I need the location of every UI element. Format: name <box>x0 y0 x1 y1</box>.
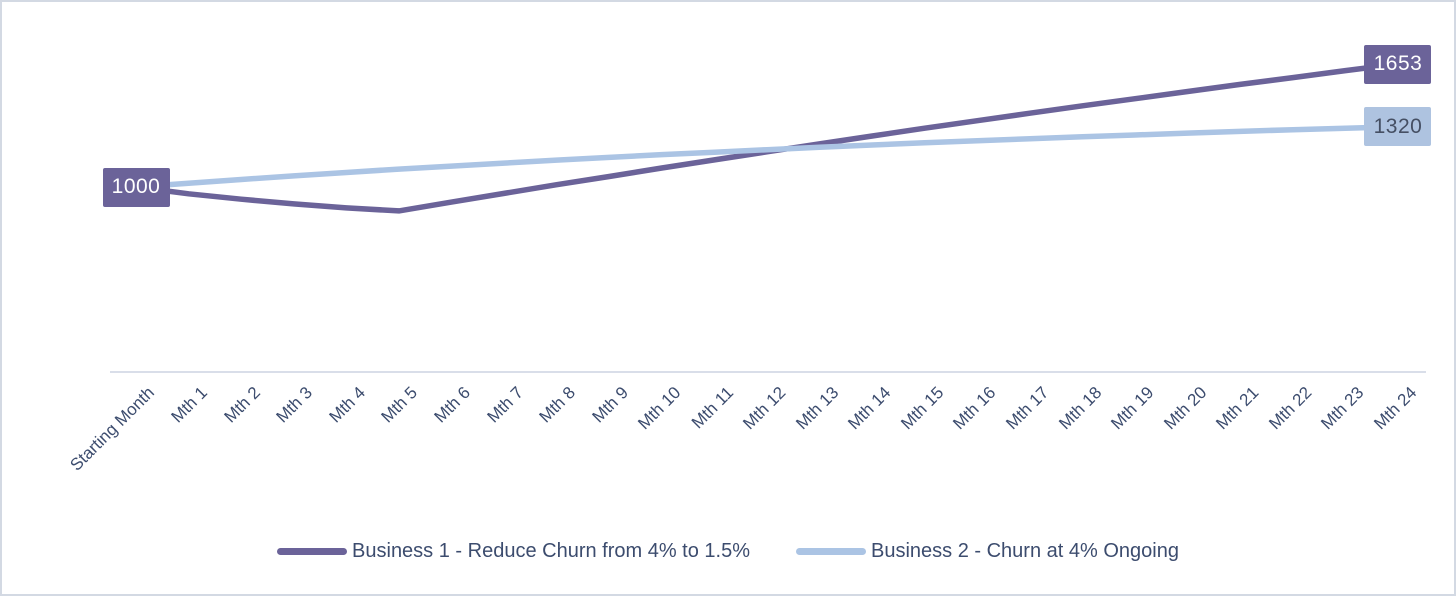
legend-item-business-2: Business 2 - Churn at 4% Ongoing <box>796 540 1179 563</box>
legend-line-marker-business-2 <box>796 548 866 555</box>
legend-label-business-2: Business 2 - Churn at 4% Ongoing <box>871 540 1179 562</box>
legend-item-business-1: Business 1 - Reduce Churn from 4% to 1.5… <box>277 540 750 563</box>
legend-label-business-1: Business 1 - Reduce Churn from 4% to 1.5… <box>352 540 750 562</box>
legend: Business 1 - Reduce Churn from 4% to 1.5… <box>2 540 1454 563</box>
data-label: 1320 <box>1364 107 1432 147</box>
data-label: 1000 <box>102 167 170 207</box>
data-label: 1653 <box>1364 44 1432 84</box>
legend-line-marker-business-1 <box>277 548 348 555</box>
series-line-business-1 <box>133 61 1401 214</box>
series-line-business-2 <box>133 123 1401 190</box>
